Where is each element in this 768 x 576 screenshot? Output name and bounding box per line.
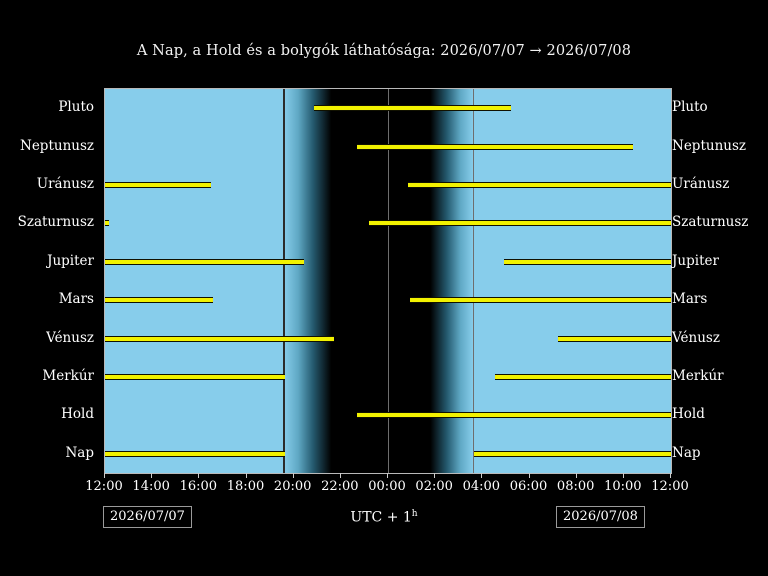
visibility-bar-neptunusz <box>357 143 634 150</box>
row-label-right-uránusz: Uránusz <box>672 176 730 192</box>
row-label-left-nap: Nap <box>65 444 94 461</box>
plot-area <box>104 88 672 474</box>
midnight-line <box>388 89 389 473</box>
row-label-left-szaturnusz: Szaturnusz <box>17 214 94 231</box>
visibility-bar-merkúr <box>105 374 286 380</box>
visibility-bar-hold <box>357 412 671 419</box>
x-tick <box>622 473 624 478</box>
row-label-right-vénusz: Vénusz <box>672 329 720 346</box>
visibility-bar-jupiter <box>105 258 305 265</box>
date-box-end: 2026/07/08 <box>556 506 645 528</box>
row-label-left-neptunusz: Neptunusz <box>20 137 94 154</box>
row-label-left-mars: Mars <box>58 291 94 308</box>
row-label-right-jupiter: Jupiter <box>672 252 719 269</box>
row-label-right-merkúr: Merkúr <box>672 368 724 384</box>
visibility-bar-jupiter <box>503 258 671 265</box>
x-tick <box>434 473 436 478</box>
row-label-right-szaturnusz: Szaturnusz <box>672 214 749 231</box>
x-tick <box>670 473 671 478</box>
row-labels-right: Pluto Neptunusz Uránusz Szaturnusz Jupiter Ma… <box>672 88 768 472</box>
x-tick <box>481 473 483 478</box>
row-label-left-vénusz: Vénusz <box>46 329 94 346</box>
row-label-right-hold: Hold <box>672 406 705 423</box>
x-tick <box>198 473 200 478</box>
visibility-bar-nap <box>105 450 286 457</box>
x-tick <box>575 473 577 478</box>
visibility-bar-vénusz <box>557 335 671 342</box>
x-tick <box>245 473 247 478</box>
x-tick-label: 10:00 <box>604 479 642 494</box>
x-tick-label: 06:00 <box>509 479 548 494</box>
visibility-bar-pluto <box>313 105 511 112</box>
row-labels-left: Pluto Neptunusz Uránusz Szaturnusz Jupiter Ma… <box>0 88 94 472</box>
visibility-bar-szaturnusz <box>105 220 109 227</box>
visibility-bar-szaturnusz <box>369 220 671 227</box>
row-label-left-hold: Hold <box>61 406 94 423</box>
x-tick-label: 14:00 <box>132 479 170 494</box>
row-label-left-merkúr: Merkúr <box>42 368 94 384</box>
row-label-right-nap: Nap <box>672 444 701 461</box>
x-tick-label: 12:00 <box>651 479 689 494</box>
date-box-start: 2026/07/07 <box>103 506 192 528</box>
x-tick-label: 08:00 <box>556 479 595 494</box>
x-tick-label: 22:00 <box>321 479 359 494</box>
x-tick <box>104 473 105 478</box>
row-label-right-neptunusz: Neptunusz <box>672 137 746 154</box>
row-label-right-mars: Mars <box>672 291 708 308</box>
sunset-line <box>283 89 286 473</box>
sunrise-line <box>472 89 474 473</box>
visibility-bar-uránusz <box>105 182 212 188</box>
x-tick-label: 16:00 <box>179 479 218 494</box>
x-tick-label: 00:00 <box>368 479 406 494</box>
visibility-bar-uránusz <box>408 182 671 188</box>
timezone-label: UTC + 1h <box>0 509 768 526</box>
row-label-left-jupiter: Jupiter <box>47 252 94 269</box>
x-tick-label: 02:00 <box>415 479 453 494</box>
x-axis-ticks <box>104 473 671 479</box>
x-tick-label: 18:00 <box>226 479 265 494</box>
row-label-left-uránusz: Uránusz <box>36 176 94 192</box>
x-tick <box>339 473 341 478</box>
timezone-unit: h <box>411 509 418 519</box>
page-title: A Nap, a Hold és a bolygók láthatósága: … <box>136 43 632 59</box>
x-tick <box>387 473 388 478</box>
timezone-text: UTC + 1 <box>350 509 412 526</box>
visibility-bar-mars <box>410 297 671 304</box>
x-tick <box>528 473 530 478</box>
visibility-bar-vénusz <box>105 335 334 342</box>
x-tick <box>292 473 294 478</box>
x-tick-label: 20:00 <box>273 479 312 494</box>
row-label-left-pluto: Pluto <box>58 99 94 116</box>
row-label-right-pluto: Pluto <box>672 99 708 116</box>
x-tick-label: 04:00 <box>462 479 501 494</box>
x-tick-label: 12:00 <box>85 479 123 494</box>
x-tick <box>151 473 153 478</box>
visibility-bar-nap <box>474 450 671 457</box>
visibility-bar-mars <box>105 297 214 304</box>
visibility-bar-merkúr <box>495 374 671 380</box>
